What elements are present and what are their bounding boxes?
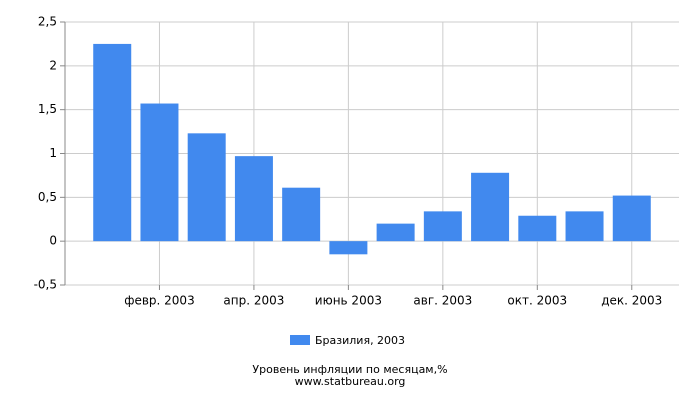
bar <box>565 211 604 242</box>
x-tick-label: дек. 2003 <box>601 294 662 308</box>
legend-swatch <box>290 335 310 345</box>
y-tick-label: 2,5 <box>38 15 57 29</box>
x-tick-label: окт. 2003 <box>507 294 567 308</box>
legend-label: Бразилия, 2003 <box>315 334 405 347</box>
x-tick-label: февр. 2003 <box>124 294 195 308</box>
bar <box>282 187 321 242</box>
bar <box>140 103 179 242</box>
bar <box>471 172 510 242</box>
bar <box>187 133 226 242</box>
y-tick-label: -0,5 <box>34 278 57 292</box>
y-tick-label: 0,5 <box>38 190 57 204</box>
chart-title: Уровень инфляции по месяцам,% <box>252 363 447 376</box>
bar <box>612 195 651 242</box>
bar <box>376 223 415 242</box>
x-tick-label: авг. 2003 <box>413 294 472 308</box>
x-tick-label: апр. 2003 <box>223 294 284 308</box>
x-tick-label: июнь 2003 <box>315 294 382 308</box>
y-tick-label: 1 <box>49 146 57 160</box>
bar <box>423 211 462 242</box>
bar <box>93 43 132 242</box>
y-tick-label: 2 <box>49 58 57 72</box>
bar <box>518 215 557 242</box>
bar <box>234 156 273 242</box>
y-tick-label: 0 <box>49 234 57 248</box>
bar <box>329 241 368 255</box>
y-tick-label: 1,5 <box>38 102 57 116</box>
chart-subtitle: www.statbureau.org <box>295 375 406 388</box>
